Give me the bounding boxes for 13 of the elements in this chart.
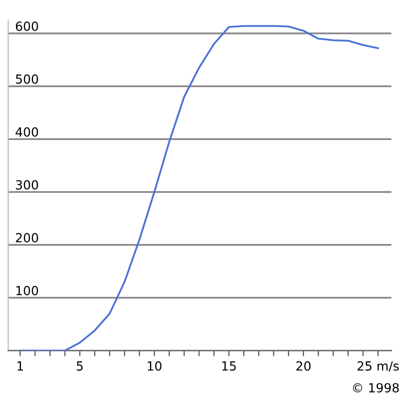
x-tick-label: 25 m/s	[358, 361, 399, 372]
x-tick-label: 20	[296, 361, 311, 371]
x-tick-label: 15	[222, 361, 236, 371]
y-tick-label: 600	[16, 21, 38, 31]
x-tick-label: 1	[18, 361, 23, 371]
x-tick-label: 10	[148, 361, 162, 371]
x-tick-label: 5	[76, 361, 83, 371]
y-tick-label: 400	[16, 127, 38, 137]
y-tick-label: 500	[16, 74, 38, 84]
y-tick-label: 300	[16, 180, 38, 190]
y-tick-label: 100	[16, 286, 38, 296]
y-tick-label: 200	[16, 232, 38, 242]
text: © 1998	[353, 383, 399, 393]
